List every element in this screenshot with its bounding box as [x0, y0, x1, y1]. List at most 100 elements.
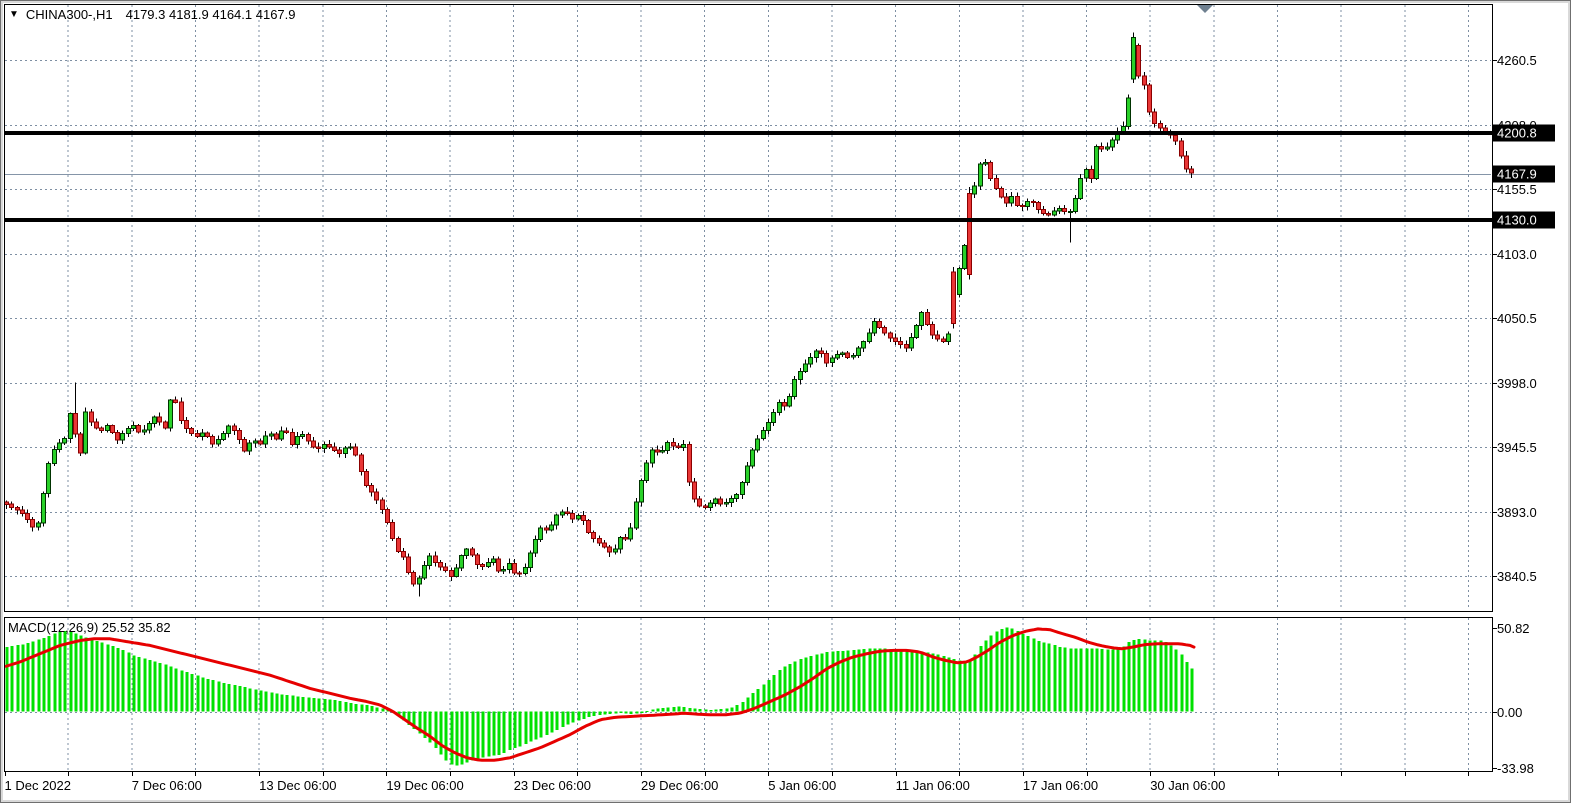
candle-bull [36, 522, 41, 528]
candle-bull [856, 347, 861, 357]
time-axis-label[interactable]: 30 Jan 06:00 [1150, 778, 1225, 793]
time-axis-label[interactable]: 13 Dec 06:00 [259, 778, 336, 793]
macd-histogram-bar [233, 685, 237, 712]
candle-bear [73, 413, 78, 435]
macd-axis-label[interactable]: -33.98 [1497, 761, 1534, 776]
macd-histogram-bar [132, 655, 136, 712]
macd-histogram-bar [545, 711, 549, 736]
candle-bear [205, 432, 210, 438]
candle-bear [1004, 196, 1009, 204]
price-axis-label[interactable]: 3840.5 [1497, 569, 1537, 584]
price-axis-label[interactable]: 3945.5 [1497, 440, 1537, 455]
candle-bear [602, 542, 607, 548]
macd-histogram-bar [148, 660, 152, 712]
symbol-dropdown-icon[interactable]: ▼ [9, 9, 19, 20]
macd-histogram-bar [603, 711, 607, 715]
candle-bull [300, 434, 305, 438]
candle-bull [491, 558, 496, 563]
time-axis-label[interactable]: 7 Dec 06:00 [132, 778, 202, 793]
macd-histogram-bar [439, 711, 443, 755]
candle-bull [734, 494, 739, 500]
candle-bull [486, 562, 491, 567]
candle-bear [570, 513, 575, 520]
macd-histogram-bar [164, 664, 168, 712]
macd-histogram-bar [947, 657, 951, 712]
macd-histogram-bar [465, 711, 469, 763]
candle-bear [385, 509, 390, 524]
macd-histogram-bar [42, 637, 46, 712]
candle-bear [517, 572, 522, 575]
candle-bear [353, 446, 358, 456]
macd-histogram-bar [561, 711, 565, 728]
candle-bear [9, 503, 14, 509]
candle-bull [1078, 177, 1083, 200]
candle-bull [523, 567, 528, 575]
macd-histogram-bar [905, 650, 909, 712]
price-label-box-text: 4130.0 [1497, 213, 1537, 228]
macd-histogram-bar [169, 666, 173, 712]
candle-bear [258, 440, 263, 445]
candle-bull [634, 501, 639, 529]
panel-splitter[interactable] [4, 612, 1492, 616]
candle-bull [861, 341, 866, 349]
chart-shift-end-marker[interactable] [1197, 5, 1213, 13]
candle-bear [988, 162, 993, 179]
macd-histogram-bar [846, 650, 850, 712]
macd-axis-label[interactable]: 0.00 [1497, 705, 1522, 720]
macd-histogram-bar [1000, 629, 1004, 712]
candle-bull [226, 425, 231, 434]
macd-histogram-bar [53, 633, 57, 712]
macd-histogram-bar [323, 699, 327, 712]
candle-bull [1110, 139, 1115, 148]
price-axis-label[interactable]: 4050.5 [1497, 311, 1537, 326]
candle-bear [994, 177, 999, 190]
candle-bear [210, 436, 215, 445]
macd-histogram-bar [280, 694, 284, 712]
time-axis-label[interactable]: 5 Jan 06:00 [768, 778, 836, 793]
candle-bear [687, 443, 692, 483]
candle-bull [1052, 210, 1057, 216]
time-axis-label[interactable]: 23 Dec 06:00 [514, 778, 591, 793]
candle-bear [1041, 209, 1046, 215]
candle-bull [269, 433, 274, 437]
macd-histogram-bar [688, 708, 692, 712]
macd-histogram-bar [1169, 645, 1173, 712]
macd-histogram-bar [889, 648, 893, 712]
macd-histogram-bar [121, 650, 125, 712]
macd-histogram-bar [206, 678, 210, 712]
candle-bull [560, 511, 565, 516]
time-axis-label[interactable]: 11 Jan 06:00 [896, 778, 970, 793]
time-axis-label[interactable]: 1 Dec 2022 [5, 778, 72, 793]
time-axis-label[interactable]: 29 Dec 06:00 [641, 778, 718, 793]
macd-histogram-bar [90, 639, 94, 712]
candle-bear [1147, 84, 1152, 113]
time-axis-label[interactable]: 19 Dec 06:00 [386, 778, 463, 793]
candle-bull [142, 429, 147, 433]
macd-histogram-bar [539, 711, 543, 738]
candle-bear [189, 428, 194, 435]
time-axis-label[interactable]: 17 Jan 06:00 [1023, 778, 1098, 793]
candle-bull [946, 333, 951, 343]
macd-axis-label[interactable]: 50.82 [1497, 621, 1530, 636]
candle-bear [671, 441, 676, 447]
candle-bear [443, 566, 448, 572]
macd-histogram-bar [915, 651, 919, 712]
macd-histogram-bar [513, 711, 517, 749]
candle-bear [94, 421, 99, 429]
price-axis-label[interactable]: 4103.0 [1497, 247, 1537, 262]
macd-histogram-bar [577, 711, 581, 721]
macd-histogram-bar [412, 711, 416, 730]
macd-histogram-bar [444, 711, 448, 761]
price-axis-label[interactable]: 3998.0 [1497, 376, 1537, 391]
candle-bull [46, 462, 51, 494]
price-axis-label[interactable]: 4155.5 [1497, 182, 1537, 197]
price-axis-label[interactable]: 4260.5 [1497, 53, 1537, 68]
candle-bull [771, 411, 776, 424]
candle-bull [459, 555, 464, 569]
macd-histogram-bar [100, 642, 104, 712]
macd-histogram-bar [296, 696, 300, 712]
macd-histogram-bar [1190, 668, 1194, 712]
macd-histogram-bar [550, 711, 554, 733]
price-axis-label[interactable]: 3893.0 [1497, 505, 1537, 520]
price-label-box [1493, 211, 1555, 229]
